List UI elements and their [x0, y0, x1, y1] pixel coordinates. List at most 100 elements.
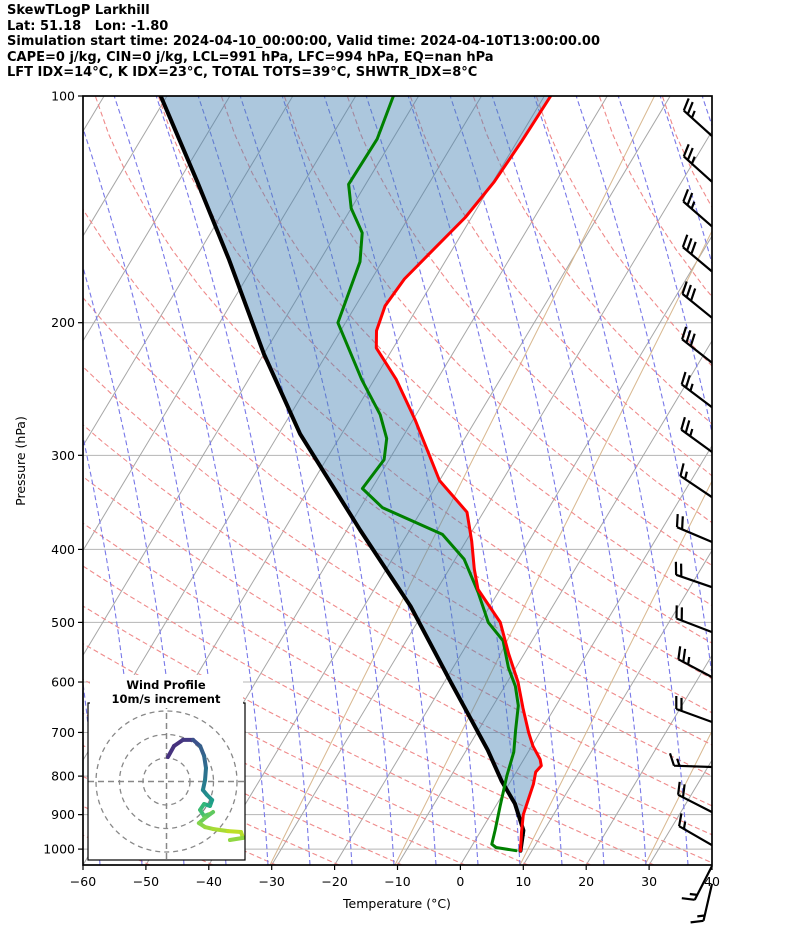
y-tick-label: 100 — [51, 89, 75, 104]
wind-barb — [675, 696, 713, 724]
x-tick-label: 30 — [641, 874, 657, 889]
y-tick-label: 1000 — [43, 842, 75, 857]
y-tick-label: 500 — [51, 615, 75, 630]
dry-adiabat-line — [535, 96, 712, 367]
moist-adiabat-line — [449, 96, 605, 865]
x-tick-label: −30 — [259, 874, 285, 889]
moist-adiabat-line — [617, 96, 712, 436]
moist-adiabat-line — [491, 96, 647, 865]
dry-adiabat-line — [83, 424, 712, 807]
isotherm-line — [83, 96, 168, 237]
chart-location: Lat: 51.18 Lon: -1.80 — [7, 18, 169, 34]
hodograph-inset — [87, 702, 246, 861]
wind-barbs — [668, 97, 714, 924]
temperature-line — [374, 96, 553, 853]
shaded-area — [160, 96, 551, 851]
isotherm-line — [83, 96, 420, 657]
wind-barb — [682, 189, 713, 228]
wind-barb — [675, 514, 713, 544]
wind-barb — [681, 281, 713, 319]
y-tick-label: 300 — [51, 448, 75, 463]
y-tick-label: 200 — [51, 315, 75, 330]
inset-title: Wind Profile — [126, 678, 206, 692]
cape-cin-shading — [160, 96, 551, 851]
x-tick-label: −40 — [196, 874, 222, 889]
x-axis-label: Temperature (°C) — [342, 896, 451, 911]
isotherm-line — [334, 235, 712, 865]
dry-adiabat-line — [346, 96, 712, 524]
dry-adiabat-line — [83, 366, 712, 777]
dry-adiabat-line — [83, 296, 712, 746]
dry-adiabat-line — [157, 96, 712, 644]
x-tick-label: 20 — [578, 874, 594, 889]
wind-barb — [677, 646, 713, 679]
wind-barb — [690, 883, 714, 924]
hodograph-trace-segment — [227, 835, 245, 843]
inset-title-background — [90, 675, 243, 708]
dry-adiabat-line — [83, 208, 712, 714]
hodograph-trace-segment — [211, 826, 231, 834]
chart-times: Simulation start time: 2024-04-10_00:00:… — [7, 34, 600, 50]
wind-barb — [681, 865, 713, 901]
hodograph-trace-segment — [165, 744, 177, 760]
parcel-line — [158, 96, 526, 853]
moist-adiabat-line — [575, 96, 712, 680]
mixing-ratio-line — [394, 229, 712, 865]
moist-adiabat-line — [744, 96, 794, 865]
wind-barb — [680, 416, 713, 453]
dry-adiabat-line — [94, 96, 712, 680]
isotherm-line — [459, 444, 712, 865]
isotherm-line — [83, 96, 357, 552]
hodograph-trace-segment — [226, 829, 243, 835]
mixing-ratio-line — [269, 96, 655, 865]
x-tick-label: −50 — [133, 874, 159, 889]
moist-adiabat-line — [701, 96, 712, 128]
x-tick-label: −20 — [321, 874, 347, 889]
moist-adiabat-line — [323, 96, 479, 865]
moist-adiabat-line — [407, 96, 563, 865]
moist-adiabat-line — [786, 96, 794, 865]
moist-adiabat-line — [365, 96, 521, 865]
inset-subtitle: 10m/s increment — [112, 692, 221, 706]
wind-barb — [677, 781, 713, 814]
dewpoint-line — [336, 96, 520, 853]
wind-barb — [668, 752, 713, 769]
moist-adiabat-line — [239, 96, 395, 865]
isotherm-line — [648, 759, 712, 865]
wind-barb — [681, 234, 713, 273]
moist-adiabat-line — [533, 96, 689, 865]
y-tick-label: 400 — [51, 542, 75, 557]
dry-adiabat-line — [83, 475, 712, 836]
wind-barb — [681, 326, 713, 364]
moist-adiabat-line — [659, 96, 712, 266]
isotherm-line — [585, 654, 712, 865]
wind-barb — [675, 605, 713, 634]
isotherm-line — [271, 130, 712, 865]
hodograph-trace-segment — [203, 766, 208, 783]
dry-adiabat-line — [283, 96, 712, 567]
isotherm-line — [522, 549, 712, 865]
mixing-ratio-line — [644, 729, 712, 865]
chart-indices-line2: LFT IDX=14°C, K IDX=23°C, TOTAL TOTS=39°… — [7, 65, 478, 81]
hodograph-ring — [95, 710, 238, 853]
isotherm-line — [83, 96, 231, 342]
chart-indices-line1: CAPE=0 j/kg, CIN=0 j/kg, LCL=991 hPa, LF… — [7, 49, 494, 65]
wind-barb — [682, 143, 713, 183]
x-tick-label: −60 — [70, 874, 96, 889]
moist-adiabat-line — [113, 96, 269, 865]
y-axis-label: Pressure (hPa) — [13, 416, 28, 506]
mixing-ratio-line — [770, 96, 794, 865]
wind-barb — [674, 561, 713, 589]
moist-adiabat-line — [197, 96, 353, 865]
wind-barb — [682, 97, 713, 137]
x-tick-label: 40 — [704, 874, 720, 889]
x-tick-label: −10 — [384, 874, 410, 889]
chart-header: SkewTLogP Larkhill Lat: 51.18 Lon: -1.80… — [7, 3, 600, 81]
isotherm-line — [711, 864, 712, 865]
mixing-ratio-line — [519, 479, 712, 865]
y-tick-label: 600 — [51, 675, 75, 690]
moist-adiabat-line — [281, 96, 437, 865]
x-tick-label: 0 — [456, 874, 464, 889]
